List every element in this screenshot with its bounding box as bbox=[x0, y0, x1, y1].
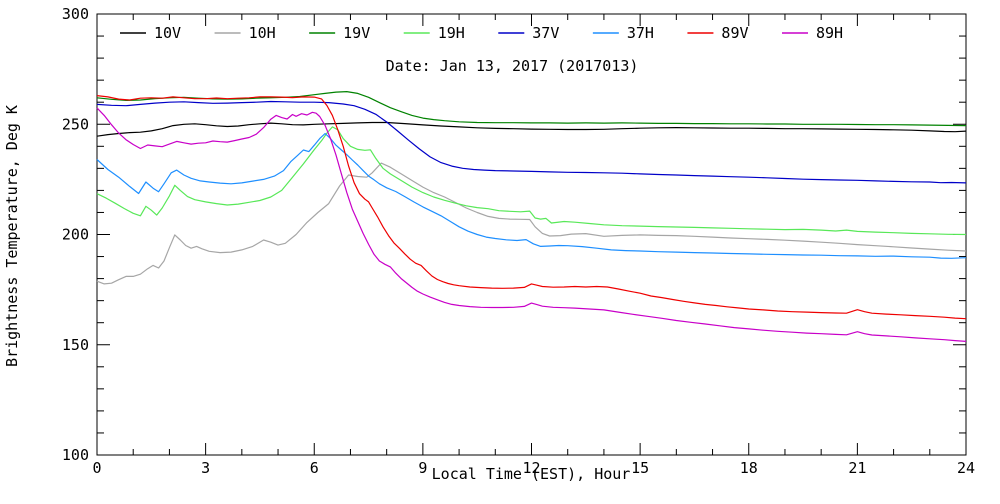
x-tick-label-3: 3 bbox=[201, 459, 210, 477]
axes-frame bbox=[96, 13, 967, 456]
y-tick-label-200: 200 bbox=[62, 226, 89, 244]
legend-item-19V: 19V bbox=[309, 24, 370, 42]
series-line-19H bbox=[96, 126, 967, 236]
legend-label-37H: 37H bbox=[627, 24, 654, 42]
legend-item-10V: 10V bbox=[120, 24, 181, 42]
x-tick-label-6: 6 bbox=[310, 459, 319, 477]
plot-border bbox=[96, 13, 967, 456]
legend-label-37V: 37V bbox=[532, 24, 559, 42]
legend-label-19H: 19H bbox=[438, 24, 465, 42]
x-axis-title: Local Time (EST), Hour bbox=[432, 465, 631, 483]
x-tick-label-18: 18 bbox=[740, 459, 758, 477]
legend-item-89V: 89V bbox=[687, 24, 749, 42]
x-tick-label-24: 24 bbox=[957, 459, 975, 477]
legend-label-19V: 19V bbox=[343, 24, 370, 42]
series-lines bbox=[96, 90, 967, 342]
legend-item-37H: 37H bbox=[592, 24, 654, 42]
x-tick-label-9: 9 bbox=[418, 459, 427, 477]
legend-label-89V: 89V bbox=[721, 24, 748, 42]
legend: 10V 10H 19V 19H 37V 37H 89V 89H bbox=[120, 24, 843, 42]
legend-item-10H: 10H bbox=[214, 24, 276, 42]
legend-label-10H: 10H bbox=[249, 24, 276, 42]
legend-label-10V: 10V bbox=[154, 24, 181, 42]
x-tick-label-12: 12 bbox=[522, 459, 540, 477]
y-tick-label-150: 150 bbox=[62, 336, 89, 354]
series-line-89V bbox=[96, 95, 967, 320]
tick-labels: 0 3 6 9 12 15 18 21 24 100 150 200 250 300 bbox=[62, 5, 975, 477]
series-line-37H bbox=[96, 132, 967, 259]
y-tick-label-100: 100 bbox=[62, 446, 89, 464]
series-line-10H bbox=[96, 162, 967, 285]
y-axis-title: Brightness Temperature, Deg K bbox=[3, 105, 21, 367]
series-line-10V bbox=[96, 121, 967, 137]
series-line-37V bbox=[96, 100, 967, 184]
series-line-89H bbox=[96, 107, 967, 342]
legend-item-37V: 37V bbox=[498, 24, 559, 42]
y-tick-label-250: 250 bbox=[62, 115, 89, 133]
legend-label-89H: 89H bbox=[816, 24, 843, 42]
series-line-19V bbox=[96, 90, 967, 127]
x-tick-label-21: 21 bbox=[848, 459, 866, 477]
legend-item-89H: 89H bbox=[782, 24, 843, 42]
x-tick-label-15: 15 bbox=[631, 459, 649, 477]
x-tick-label-0: 0 bbox=[92, 459, 101, 477]
chart-title: Date: Jan 13, 2017 (2017013) bbox=[386, 57, 639, 75]
legend-item-19H: 19H bbox=[403, 24, 465, 42]
y-tick-label-300: 300 bbox=[62, 5, 89, 23]
